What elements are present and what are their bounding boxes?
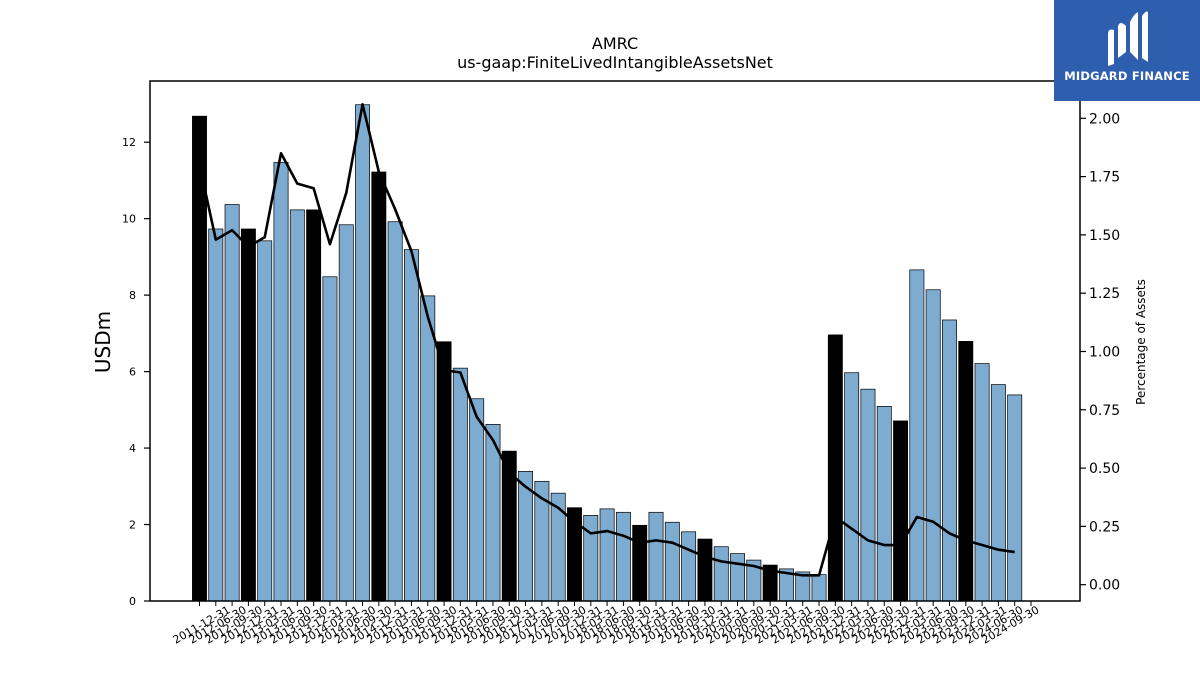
bar-annual xyxy=(958,341,974,602)
bar-annual xyxy=(240,228,256,602)
y2-tick-label: 1.00 xyxy=(1089,344,1120,360)
y-axis: 0 2 4 6 8 10 12 xyxy=(122,136,150,608)
midgard-m-logo-icon xyxy=(1108,11,1148,66)
bar-quarterly xyxy=(387,221,403,602)
bar-quarterly xyxy=(338,224,354,602)
bar-quarterly xyxy=(990,384,1006,602)
bar-annual xyxy=(436,341,452,602)
bar-quarterly xyxy=(257,240,273,602)
chart-subtitle: us-gaap:FiniteLivedIntangibleAssetsNet xyxy=(457,53,773,72)
y2-tick-label: 0.50 xyxy=(1089,461,1120,477)
y2-tick-label: 2.00 xyxy=(1089,111,1120,127)
bar-quarterly xyxy=(355,104,370,602)
y-tick-label: 8 xyxy=(129,289,136,302)
brand-name: MIDGARD FINANCE xyxy=(1064,69,1190,83)
bar-quarterly xyxy=(208,228,224,602)
bar-quarterly xyxy=(974,363,990,602)
y2-axis-label: Percentage of Assets xyxy=(1134,279,1148,405)
y-tick-label: 10 xyxy=(122,213,136,226)
y2-tick-label: 1.50 xyxy=(1089,228,1120,244)
bar-annual xyxy=(827,334,843,602)
y-tick-label: 12 xyxy=(122,136,136,149)
bar-quarterly xyxy=(942,319,957,602)
y2-tick-label: 0.25 xyxy=(1089,519,1120,535)
y2-tick-label: 0.75 xyxy=(1089,403,1120,419)
percentage-line xyxy=(198,103,1015,577)
chart-title: AMRC xyxy=(592,34,638,53)
bar-annual xyxy=(306,209,322,602)
bar-quarterly xyxy=(420,295,436,602)
bar-annual xyxy=(697,538,713,602)
bar-quarterly xyxy=(730,553,745,602)
brand-logo: MIDGARD FINANCE xyxy=(1054,0,1200,101)
bar-quarterly xyxy=(844,372,860,602)
bar-quarterly xyxy=(273,162,289,602)
bar-quarterly xyxy=(599,508,615,602)
bar-annual xyxy=(632,524,648,602)
bar-quarterly xyxy=(681,531,697,602)
bar-quarterly xyxy=(583,514,599,602)
bar-group xyxy=(192,104,1023,602)
y2-tick-label: 1.75 xyxy=(1089,170,1120,186)
bar-quarterly xyxy=(404,249,419,602)
bar-quarterly xyxy=(469,398,485,602)
y-tick-label: 4 xyxy=(129,442,136,455)
y-axis-label: USDm xyxy=(91,311,115,373)
line-group xyxy=(198,103,1015,577)
x-axis: 2011-12-312012-06-302012-09-302012-12-31… xyxy=(171,601,1042,647)
y-tick-label: 0 xyxy=(129,595,136,608)
bar-quarterly xyxy=(224,204,240,602)
bar-quarterly xyxy=(1007,394,1023,602)
bar-quarterly xyxy=(713,546,729,602)
bar-quarterly xyxy=(615,511,631,602)
bar-annual xyxy=(893,420,909,602)
y-tick-label: 6 xyxy=(129,366,136,379)
bar-quarterly xyxy=(648,511,664,602)
bar-quarterly xyxy=(322,276,338,602)
bar-quarterly xyxy=(860,388,876,602)
bar-quarterly xyxy=(876,406,892,602)
bar-quarterly xyxy=(289,209,305,602)
bar-quarterly xyxy=(811,574,827,602)
y-tick-label: 2 xyxy=(129,519,136,532)
bar-quarterly xyxy=(664,521,680,602)
y2-tick-label: 0.00 xyxy=(1089,578,1120,594)
bar-quarterly xyxy=(925,289,941,602)
bar-quarterly xyxy=(452,367,468,602)
y2-axis: 0.00 0.25 0.50 0.75 1.00 1.25 1.50 1.75 2.00 xyxy=(1080,111,1120,594)
bar-quarterly xyxy=(909,269,925,602)
bar-annual xyxy=(371,171,387,602)
plot-frame xyxy=(149,80,1081,602)
y2-tick-label: 1.25 xyxy=(1089,286,1120,302)
